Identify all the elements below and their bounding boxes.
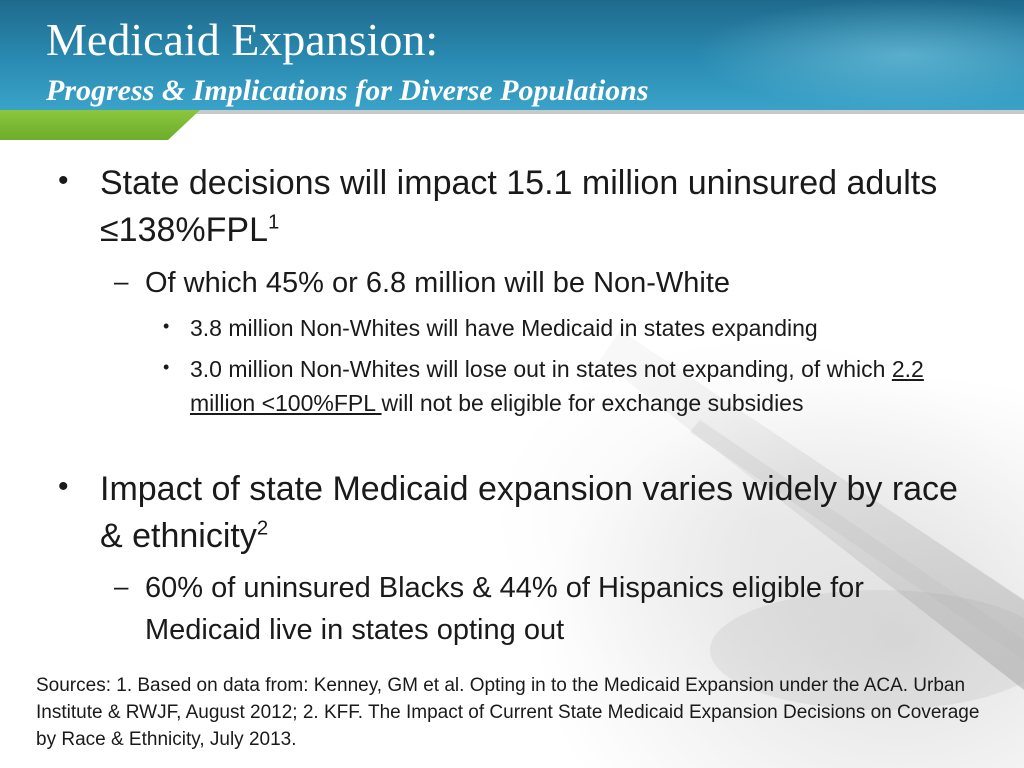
- bullet-1-sub-text: Of which 45% or 6.8 million will be Non-…: [145, 267, 731, 299]
- bullet-1-sub-item-2: 3.0 million Non-Whites will lose out in …: [190, 352, 950, 420]
- header-divider: [160, 110, 1024, 114]
- footnote-ref-2: 2: [256, 517, 269, 540]
- title-bar-glow: [424, 0, 1024, 110]
- title-bar: Medicaid Expansion: Progress & Implicati…: [0, 0, 1024, 110]
- bullet-2-sub-text: 60% of uninsured Blacks & 44% of Hispani…: [145, 572, 864, 646]
- footnote-ref-1: 1: [267, 211, 280, 234]
- slide-subtitle: Progress & Implications for Diverse Popu…: [46, 74, 649, 107]
- sources-footnote: Sources: 1. Based on data from: Kenney, …: [36, 675, 980, 750]
- sub-item-2-text-after: will not be eligible for exchange subsid…: [381, 390, 804, 416]
- bullet-1-sub-item-1: 3.8 million Non-Whites will have Medicai…: [190, 315, 818, 341]
- bullet-1-text: State decisions will impact 15.1 million…: [100, 160, 960, 254]
- bullet-marker-small: •: [163, 316, 170, 336]
- bullet-marker: •: [58, 164, 69, 197]
- bullet-2-main: Impact of state Medicaid expansion varie…: [100, 470, 958, 555]
- bullet-1-main: State decisions will impact 15.1 million…: [100, 164, 938, 249]
- slide-title: Medicaid Expansion:: [46, 14, 439, 65]
- sub-item-2-underlined: 2.2 million <100%FPL: [190, 356, 924, 416]
- dash-marker: –: [114, 266, 129, 296]
- dash-marker: –: [114, 571, 129, 601]
- bullet-2-text: Impact of state Medicaid expansion varie…: [100, 466, 980, 560]
- green-accent-tab: [0, 110, 200, 140]
- sub-item-2-text-before: 3.0 million Non-Whites will lose out in …: [190, 356, 892, 382]
- bullet-marker: •: [58, 470, 69, 503]
- bullet-marker-small: •: [163, 357, 170, 377]
